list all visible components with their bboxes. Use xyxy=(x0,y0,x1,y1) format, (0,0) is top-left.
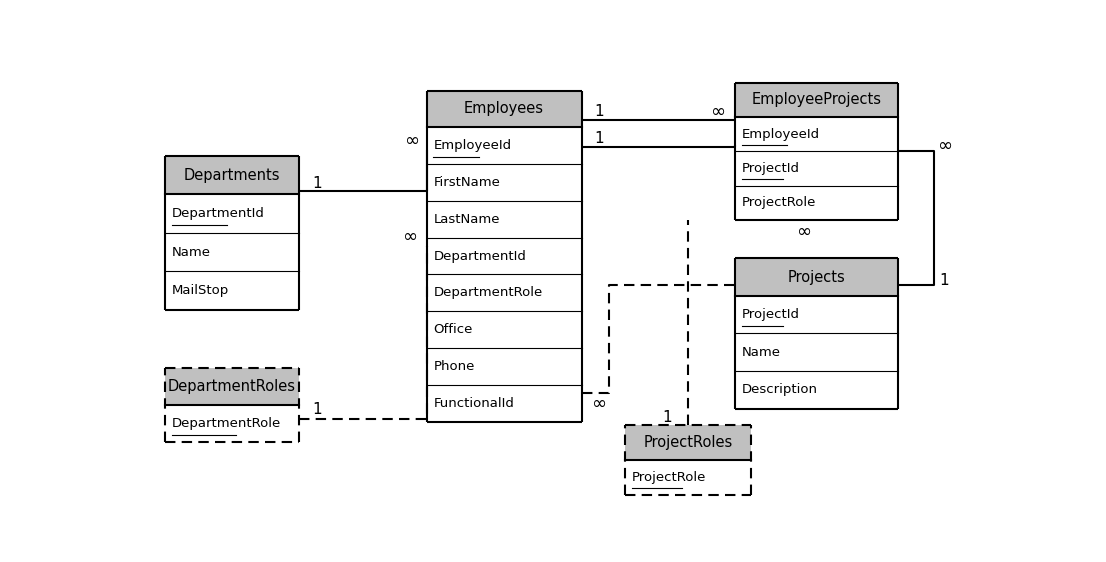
Text: DepartmentRole: DepartmentRole xyxy=(173,417,282,430)
Text: ∞: ∞ xyxy=(592,395,606,413)
Text: ProjectId: ProjectId xyxy=(742,308,800,321)
Bar xyxy=(625,425,751,460)
Text: Name: Name xyxy=(173,246,211,259)
Text: 1: 1 xyxy=(594,131,604,146)
Bar xyxy=(735,83,898,220)
Text: 1: 1 xyxy=(313,176,322,191)
Text: ∞: ∞ xyxy=(710,103,726,121)
Text: ∞: ∞ xyxy=(401,228,417,246)
Text: 1: 1 xyxy=(594,104,604,119)
Text: ∞: ∞ xyxy=(796,223,811,241)
Text: Employees: Employees xyxy=(465,101,544,116)
Text: DepartmentId: DepartmentId xyxy=(434,250,526,262)
Text: MailStop: MailStop xyxy=(173,284,229,297)
Text: FunctionalId: FunctionalId xyxy=(434,397,514,410)
Bar xyxy=(735,259,898,296)
Text: EmployeeId: EmployeeId xyxy=(434,139,512,152)
Bar xyxy=(427,90,582,128)
Text: 1: 1 xyxy=(313,402,322,418)
Bar xyxy=(166,156,299,194)
Text: DepartmentRoles: DepartmentRoles xyxy=(168,379,296,394)
Text: LastName: LastName xyxy=(434,213,500,226)
Text: Description: Description xyxy=(742,383,817,396)
Text: Projects: Projects xyxy=(787,270,845,285)
Text: Departments: Departments xyxy=(184,167,280,183)
Text: ProjectRoles: ProjectRoles xyxy=(644,436,733,450)
Text: Name: Name xyxy=(742,346,781,359)
Text: EmployeeId: EmployeeId xyxy=(742,128,820,140)
Text: 1: 1 xyxy=(939,273,949,288)
Text: ProjectId: ProjectId xyxy=(742,162,800,175)
Bar xyxy=(166,156,299,310)
Text: ProjectRole: ProjectRole xyxy=(632,471,707,484)
Text: EmployeeProjects: EmployeeProjects xyxy=(751,93,881,107)
Text: Office: Office xyxy=(434,323,472,336)
Bar xyxy=(427,90,582,422)
Text: DepartmentRole: DepartmentRole xyxy=(434,287,543,300)
Bar xyxy=(625,425,751,495)
Bar xyxy=(735,83,898,117)
Bar xyxy=(166,368,299,442)
Bar xyxy=(735,259,898,409)
Text: FirstName: FirstName xyxy=(434,176,500,189)
Text: ∞: ∞ xyxy=(404,132,419,149)
Text: ∞: ∞ xyxy=(937,137,951,155)
Text: Phone: Phone xyxy=(434,360,474,373)
Text: ProjectRole: ProjectRole xyxy=(742,196,816,209)
Bar xyxy=(166,368,299,405)
Text: 1: 1 xyxy=(661,410,671,425)
Text: DepartmentId: DepartmentId xyxy=(173,207,265,220)
